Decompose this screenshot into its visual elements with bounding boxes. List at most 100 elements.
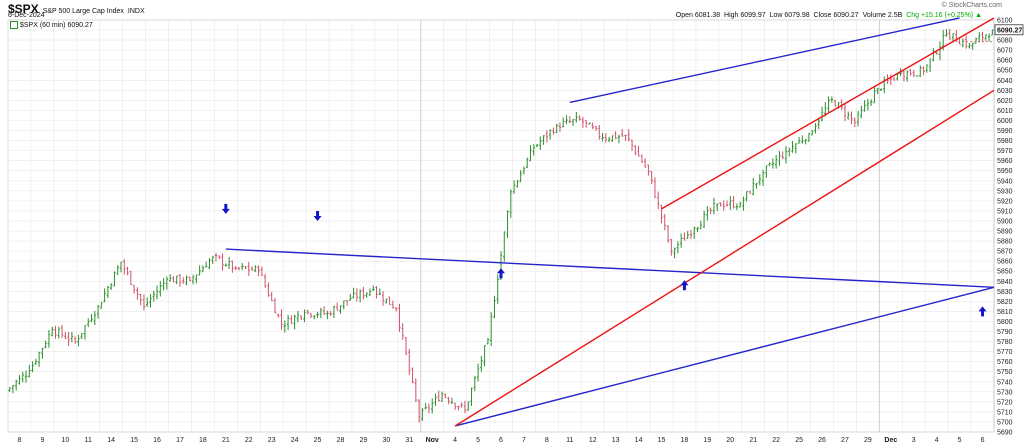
- x-tick-label: 28: [337, 437, 345, 444]
- y-tick-label: 5990: [997, 128, 1013, 135]
- x-tick-label: 8: [18, 437, 22, 444]
- x-tick-label: 22: [772, 437, 780, 444]
- index-name: S&P 500 Large Cap Index: [42, 8, 124, 15]
- x-tick-label: 4: [935, 437, 939, 444]
- y-tick-label: 5930: [997, 188, 1013, 195]
- arrow-down-icon: [313, 210, 322, 221]
- x-tick-label: 6: [981, 437, 985, 444]
- stat-close: Close 6090.27: [813, 12, 859, 19]
- y-tick-label: 6050: [997, 68, 1013, 75]
- x-tick-label: 21: [222, 437, 230, 444]
- y-tick-label: 5730: [997, 389, 1013, 396]
- price-stats: Open 6081.38 High 6099.97 Low 6079.98 Cl…: [676, 12, 982, 19]
- y-tick-label: 5890: [997, 229, 1013, 236]
- y-tick-label: 5710: [997, 409, 1013, 416]
- x-tick-label: 18: [199, 437, 207, 444]
- series-legend: $SPX (60 min) 6090.27: [10, 21, 93, 29]
- x-tick-label: 15: [658, 437, 666, 444]
- x-tick-label: 16: [153, 437, 161, 444]
- trendline-red-upper: [661, 17, 995, 210]
- y-tick-label: 5960: [997, 158, 1013, 165]
- y-tick-label: 5900: [997, 218, 1013, 225]
- y-tick-label: 6080: [997, 38, 1013, 45]
- trendline-blue-upper: [569, 17, 960, 104]
- y-tick-label: 6070: [997, 48, 1013, 55]
- stat-high: High 6099.97: [724, 12, 766, 19]
- x-tick-label: 27: [841, 437, 849, 444]
- y-tick-label: 6040: [997, 78, 1013, 85]
- x-tick-label: 14: [635, 437, 643, 444]
- y-tick-label: 5940: [997, 178, 1013, 185]
- y-tick-label: 6010: [997, 108, 1013, 115]
- y-tick-label: 5800: [997, 319, 1013, 326]
- symbol-label: $SPX: [8, 2, 39, 16]
- y-tick-label: 5820: [997, 299, 1013, 306]
- exchange-label: INDX: [127, 8, 145, 15]
- trendline-blue-horizontal: [225, 248, 995, 288]
- x-tick-label: 19: [703, 437, 711, 444]
- x-tick-label: 11: [85, 437, 92, 444]
- x-tick-label: 13: [612, 437, 620, 444]
- last-price-label: 6090.27: [997, 27, 1022, 34]
- x-tick-label: 23: [268, 437, 276, 444]
- x-tick-label: 9: [40, 437, 44, 444]
- y-tick-label: 5810: [997, 309, 1013, 316]
- chart-title: $SPX S&P 500 Large Cap Index INDX: [8, 2, 145, 16]
- stat-low: Low 6079.98: [769, 12, 810, 19]
- x-tick-label: 18: [681, 437, 689, 444]
- x-tick-label: 7: [522, 437, 526, 444]
- x-tick-label: 29: [360, 437, 368, 444]
- y-tick-label: 5690: [997, 430, 1013, 437]
- y-tick-label: 6100: [997, 18, 1013, 25]
- x-tick-label: 14: [107, 437, 115, 444]
- x-tick-label: 11: [566, 437, 573, 444]
- y-tick-label: 5720: [997, 399, 1013, 406]
- y-tick-label: 5950: [997, 168, 1013, 175]
- arrow-up-icon: [978, 306, 987, 317]
- y-tick-label: 5770: [997, 349, 1013, 356]
- y-tick-label: 5740: [997, 379, 1013, 386]
- x-tick-label: 26: [818, 437, 826, 444]
- stat-volume: Volume 2.5B: [862, 12, 903, 19]
- x-tick-label: 8: [545, 437, 549, 444]
- y-tick-label: 5980: [997, 138, 1013, 145]
- stat-open: Open 6081.38: [675, 12, 721, 19]
- y-tick-label: 5790: [997, 329, 1013, 336]
- y-tick-label: 6020: [997, 98, 1013, 105]
- x-tick-label: 22: [245, 437, 253, 444]
- y-tick-label: 5780: [997, 339, 1013, 346]
- arrow-up-icon: [680, 280, 689, 291]
- last-price-tag: [994, 24, 1024, 36]
- x-tick-label: 25: [795, 437, 803, 444]
- y-tick-label: 5750: [997, 369, 1013, 376]
- y-tick-label: 5850: [997, 269, 1013, 276]
- x-tick-label: 31: [405, 437, 413, 444]
- y-tick-label: 5840: [997, 279, 1013, 286]
- x-tick-label: 30: [382, 437, 390, 444]
- x-tick-label: 10: [61, 437, 69, 444]
- x-tick-label: Dec: [884, 437, 897, 444]
- x-tick-label: 5: [958, 437, 962, 444]
- stat-change: Chg +15.16 (+0.25%) ▲: [906, 12, 982, 19]
- x-tick-label: 5: [476, 437, 480, 444]
- x-tick-label: 21: [749, 437, 757, 444]
- trendline-red-lower: [454, 89, 995, 427]
- x-tick-label: 24: [291, 437, 299, 444]
- x-tick-label: 4: [453, 437, 457, 444]
- y-tick-label: 5910: [997, 208, 1013, 215]
- plot-frame: [7, 19, 995, 433]
- y-tick-label: 5920: [997, 198, 1013, 205]
- x-tick-label: 3: [912, 437, 916, 444]
- y-tick-label: 5700: [997, 419, 1013, 426]
- chart-date: 6-Dec-2024: [8, 12, 45, 19]
- y-tick-label: 5760: [997, 359, 1013, 366]
- y-tick-label: 5880: [997, 239, 1013, 246]
- y-tick-label: 6060: [997, 58, 1013, 65]
- y-tick-label: 5870: [997, 249, 1013, 256]
- y-tick-label: 6000: [997, 118, 1013, 125]
- y-tick-label: 5860: [997, 259, 1013, 266]
- trendline-blue-lower: [454, 286, 995, 427]
- y-tick-label: 5970: [997, 148, 1013, 155]
